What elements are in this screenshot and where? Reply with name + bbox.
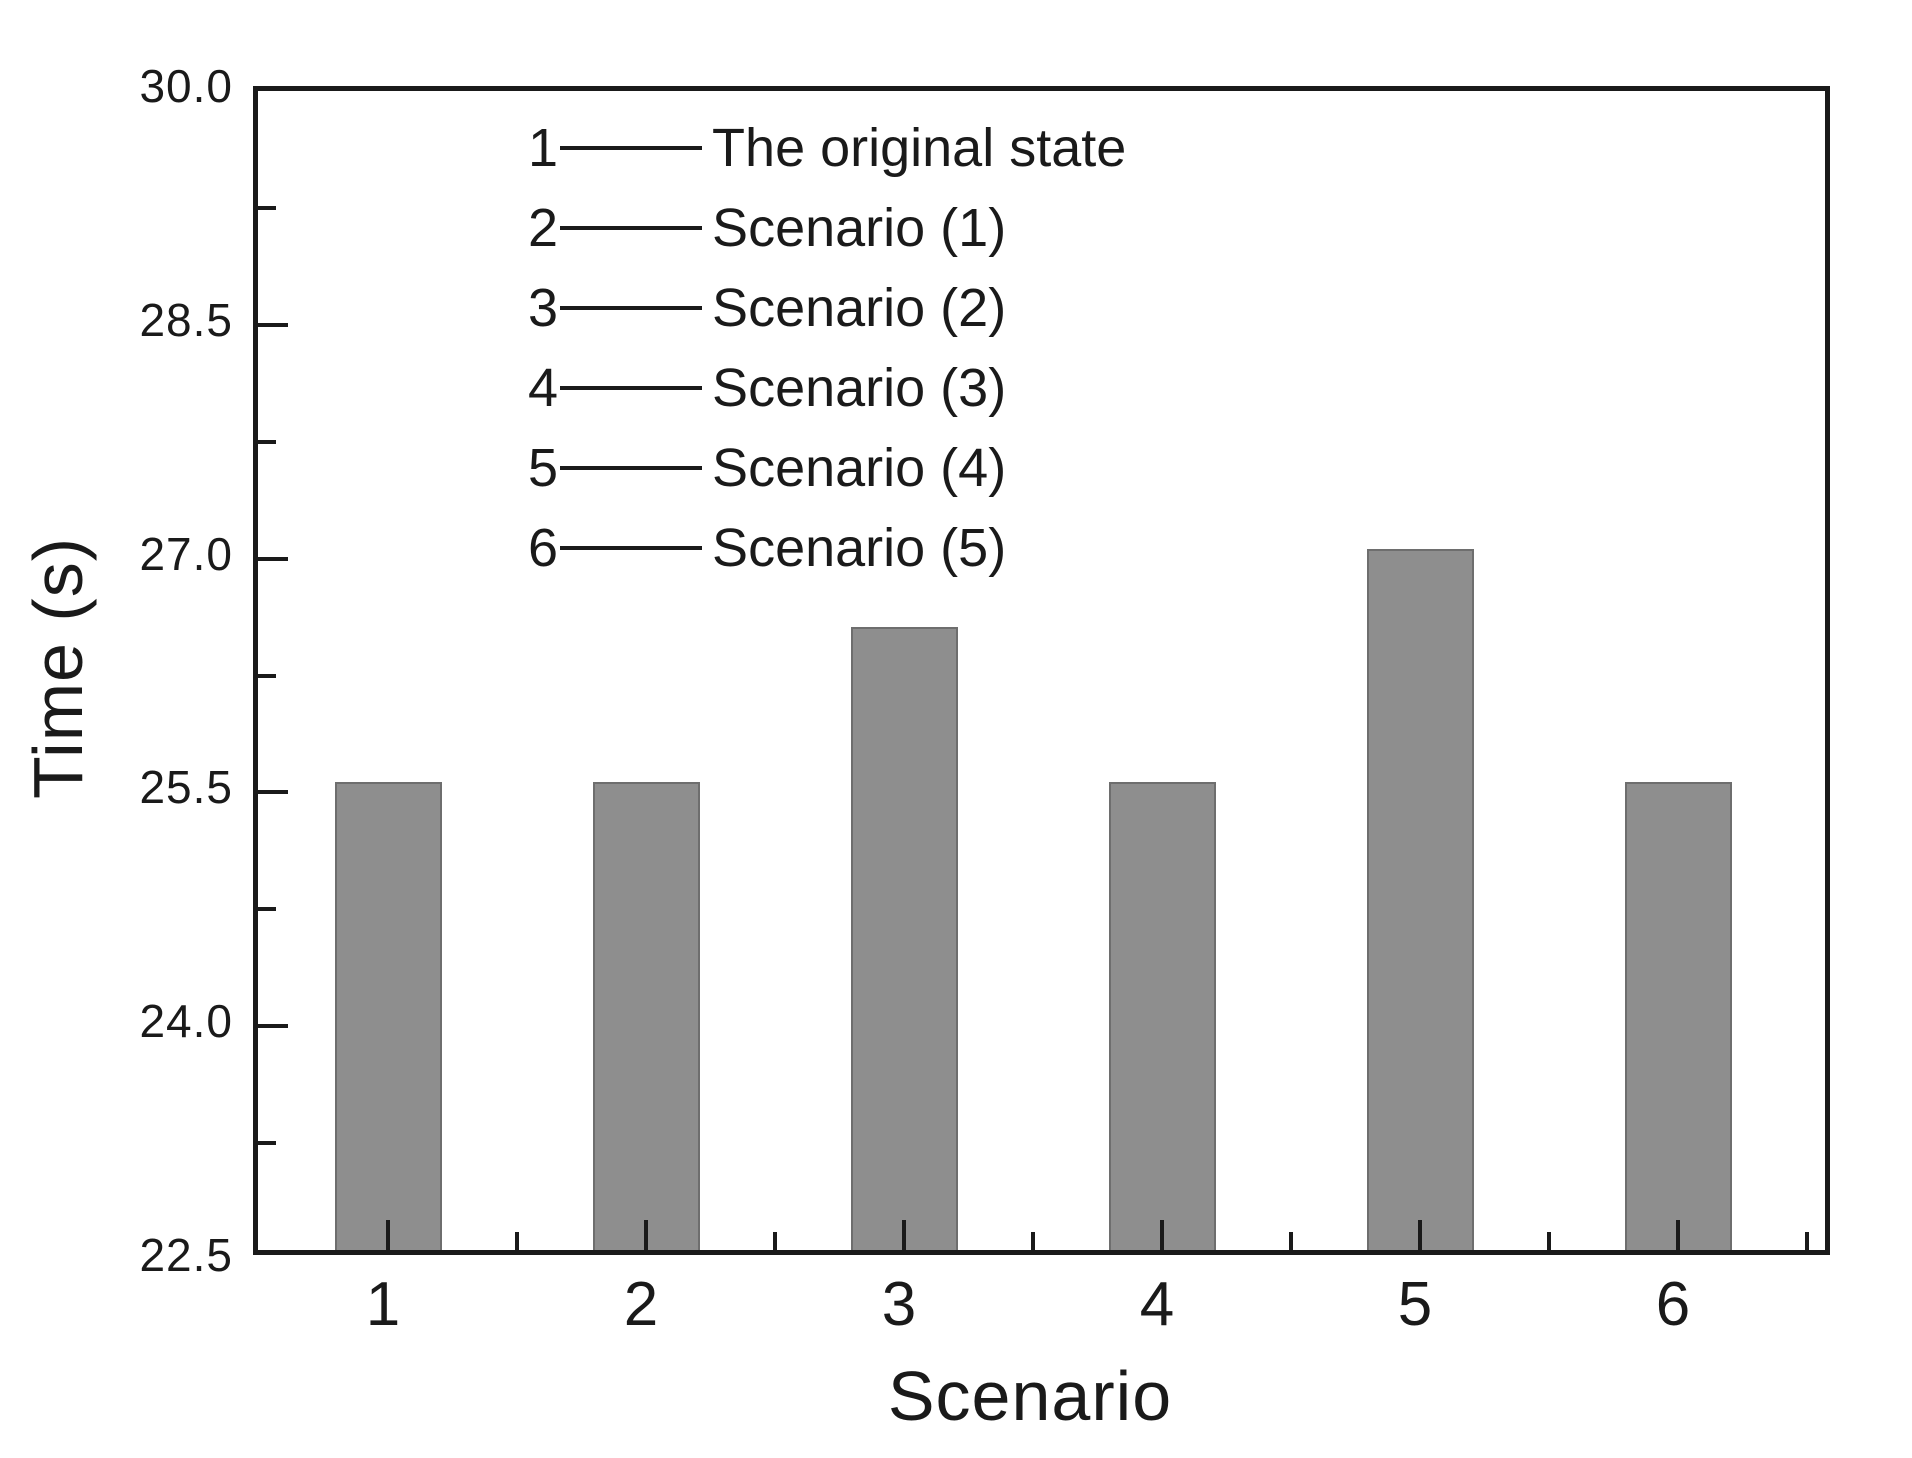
x-axis-minor-tick: [1031, 1232, 1035, 1250]
legend-line-sample: [560, 466, 703, 470]
legend-item-4: 4 Scenario (3): [528, 348, 1126, 428]
x-axis-title: Scenario: [887, 1357, 1173, 1435]
y-axis-major-tick: [258, 1024, 288, 1029]
x-axis-minor-tick: [773, 1232, 777, 1250]
legend-item-number: 4: [528, 358, 559, 418]
y-tick-label-24.0: 24.0: [139, 995, 233, 1048]
legend-item-3: 3 Scenario (2): [528, 268, 1126, 348]
x-tick-label-4: 4: [1139, 1270, 1175, 1339]
y-axis-minor-tick: [258, 907, 276, 912]
y-axis-minor-tick: [258, 673, 276, 678]
legend-item-label: Scenario (4): [712, 438, 1007, 498]
legend-line-sample: [560, 546, 703, 550]
y-tick-label-27.0: 27.0: [139, 527, 233, 580]
x-axis-major-tick: [902, 1220, 906, 1250]
bar-scenario-4: [1108, 782, 1216, 1250]
x-tick-label-1: 1: [365, 1270, 401, 1339]
legend-item-label: Scenario (1): [712, 198, 1007, 258]
y-axis-minor-tick: [258, 205, 276, 210]
legend-item-5: 5 Scenario (4): [528, 428, 1126, 508]
x-axis-major-tick: [1676, 1220, 1680, 1250]
x-axis-minor-tick: [515, 1232, 519, 1250]
x-axis-minor-tick: [1805, 1232, 1809, 1250]
legend-line-sample: [560, 386, 703, 390]
legend-item-label: Scenario (2): [712, 278, 1007, 338]
bar-scenario-3: [850, 626, 958, 1250]
y-axis-major-tick: [258, 556, 288, 561]
legend-item-number: 2: [528, 198, 559, 258]
y-tick-label-30.0: 30.0: [139, 60, 233, 112]
x-tick-label-5: 5: [1397, 1270, 1433, 1339]
legend-item-label: The original state: [712, 118, 1127, 178]
y-axis-major-tick: [258, 790, 288, 795]
legend-item-number: 5: [528, 438, 559, 498]
legend-item-number: 1: [528, 118, 559, 178]
legend-item-1: 1 The original state: [528, 108, 1126, 188]
bar-scenario-1: [334, 782, 442, 1250]
legend-item-2: 2 Scenario (1): [528, 188, 1126, 268]
x-tick-label-2: 2: [623, 1270, 659, 1339]
legend-line-sample: [560, 146, 703, 150]
y-tick-label-22.5: 22.5: [139, 1229, 233, 1281]
legend: 1 The original state 2 Scenario (1) 3 Scenari…: [528, 108, 1126, 588]
y-axis-minor-tick: [258, 439, 276, 444]
plot-area: [253, 86, 1830, 1255]
x-tick-label-6: 6: [1655, 1270, 1691, 1339]
legend-item-label: Scenario (3): [712, 358, 1007, 418]
legend-item-label: Scenario (5): [712, 518, 1007, 578]
x-axis-major-tick: [386, 1220, 390, 1250]
legend-item-6: 6 Scenario (5): [528, 508, 1126, 588]
legend-item-number: 6: [528, 518, 559, 578]
x-axis-major-tick: [1160, 1220, 1164, 1250]
x-axis-minor-tick: [1289, 1232, 1293, 1250]
y-axis-minor-tick: [258, 1141, 276, 1146]
bar-scenario-5: [1366, 548, 1474, 1250]
x-axis-minor-tick: [1547, 1232, 1551, 1250]
legend-line-sample: [560, 306, 703, 310]
y-tick-label-28.5: 28.5: [139, 293, 233, 346]
x-axis-major-tick: [644, 1220, 648, 1250]
legend-item-number: 3: [528, 278, 559, 338]
legend-line-sample: [560, 226, 703, 230]
bar-scenario-6: [1624, 782, 1732, 1250]
y-axis-major-tick: [258, 322, 288, 327]
x-axis-major-tick: [1418, 1220, 1422, 1250]
y-tick-label-25.5: 25.5: [139, 761, 233, 814]
bar-scenario-2: [592, 782, 700, 1250]
x-tick-label-3: 3: [881, 1270, 917, 1339]
